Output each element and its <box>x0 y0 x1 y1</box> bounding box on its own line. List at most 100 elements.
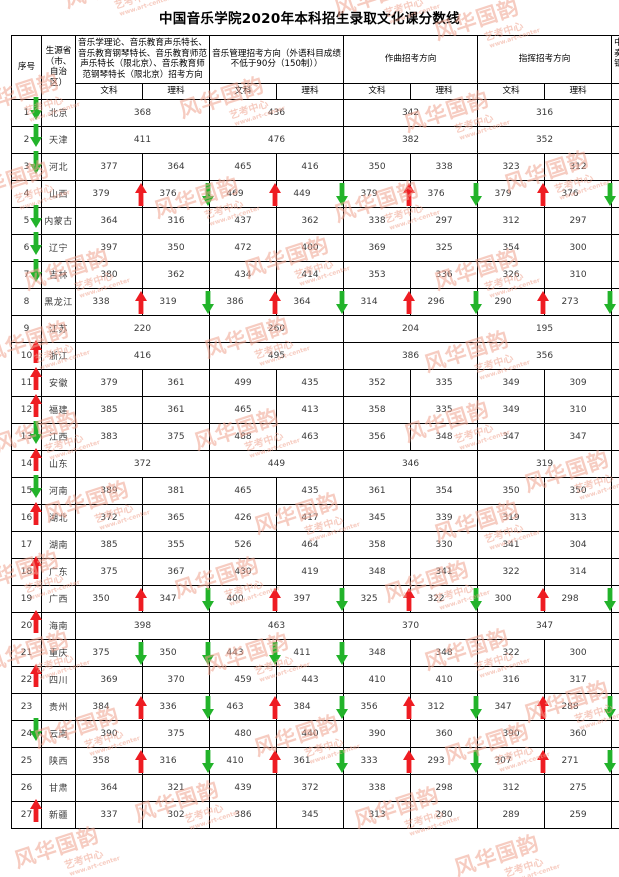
score-value: 370 <box>401 620 420 631</box>
score-cell: 347 <box>544 422 613 451</box>
trend-down-icon <box>29 420 43 454</box>
score-value: 419 <box>301 566 319 577</box>
score-value: 348 <box>368 647 386 658</box>
score-value: 376 <box>561 188 579 199</box>
score-cell: 416 <box>74 341 211 370</box>
row-index: 23 <box>20 701 33 712</box>
table-row: 21重庆375350443411348348322300268268 <box>11 638 619 667</box>
score-value: 350 <box>92 593 110 604</box>
row-index: 12 <box>20 404 33 415</box>
score-value: 337 <box>100 809 118 820</box>
score-cell: 364 <box>75 773 143 802</box>
score-cell: 288 <box>544 692 617 721</box>
table-row: 15河南389381465435361354350350350350 <box>11 474 619 505</box>
score-value: 356 <box>368 431 386 442</box>
score-cell: 297 <box>410 206 479 235</box>
score-value: 316 <box>159 755 177 766</box>
score-value: 362 <box>301 215 319 226</box>
score-cell: 465 <box>209 395 278 424</box>
score-value: 319 <box>535 458 554 469</box>
trend-up-icon <box>29 798 43 832</box>
score-value: 309 <box>569 377 587 388</box>
score-value: 526 <box>234 539 252 550</box>
score-cell: 222 <box>611 800 619 829</box>
table-row: 8黑龙江338319386364314296290273247225 <box>11 287 619 316</box>
score-cell: 361 <box>276 746 349 775</box>
th-sub-4: 文科 <box>343 82 412 100</box>
score-value: 322 <box>502 647 520 658</box>
province-cell: 陕西 <box>41 746 76 775</box>
score-cell: 350 <box>75 584 147 613</box>
row-index: 4 <box>23 188 30 199</box>
score-value: 350 <box>167 242 185 253</box>
score-cell: 319 <box>141 287 215 316</box>
province-cell: 河北 <box>41 152 76 181</box>
score-value: 435 <box>301 377 319 388</box>
score-cell: 463 <box>209 611 345 640</box>
score-cell: 297 <box>611 503 619 532</box>
score-table: 序号 生源省（市、自治区） 音乐学理论、音乐教育声乐特长、音乐教育钢琴特长、音乐… <box>11 35 619 829</box>
score-cell: 275 <box>544 773 613 802</box>
score-cell: 271 <box>544 746 617 775</box>
row-index-cell: 25 <box>11 746 42 775</box>
score-cell: 346 <box>343 449 479 478</box>
trend-down-icon <box>29 96 43 130</box>
score-value: 316 <box>535 107 554 118</box>
score-value: 426 <box>234 512 252 523</box>
score-cell: 358 <box>343 530 412 559</box>
th-group-1: 音乐管理招考方向（外语科目成绩不低于90分（150制）） <box>209 35 345 84</box>
province-cell: 河南 <box>41 476 76 505</box>
score-cell: 204 <box>343 314 479 343</box>
score-cell: 314 <box>343 287 416 316</box>
score-cell: 338 <box>75 287 147 316</box>
score-cell: 362 <box>141 260 211 289</box>
th-sub-1: 理科 <box>141 82 211 100</box>
score-value: 312 <box>502 782 520 793</box>
score-value: 300 <box>569 242 587 253</box>
score-cell: 364 <box>141 152 211 181</box>
score-cell: 325 <box>410 233 479 262</box>
score-cell: 385 <box>75 530 143 559</box>
th-sub-0: 文科 <box>75 82 143 100</box>
score-value: 297 <box>569 215 587 226</box>
score-value: 364 <box>167 161 185 172</box>
score-cell: 397 <box>276 584 349 613</box>
score-value: 259 <box>569 809 587 820</box>
score-cell: 430 <box>209 557 278 586</box>
score-cell: 386 <box>343 341 479 370</box>
score-cell: 350 <box>343 152 412 181</box>
score-value: 220 <box>133 323 152 334</box>
row-index: 25 <box>20 755 33 766</box>
table-row: 18广东375367430419348341322314250250 <box>11 555 619 586</box>
score-value: 325 <box>360 593 378 604</box>
score-cell: 435 <box>276 368 345 397</box>
page-title: 中国音乐学院2020年本科招生录取文化课分数线 <box>159 11 460 27</box>
score-cell: 310 <box>544 260 613 289</box>
score-value: 443 <box>226 647 244 658</box>
score-cell: 323 <box>477 152 546 181</box>
score-value: 437 <box>234 215 252 226</box>
score-cell: 439 <box>209 773 278 802</box>
score-cell: 379 <box>75 179 147 208</box>
score-cell: 440 <box>276 719 345 748</box>
score-value: 379 <box>100 377 118 388</box>
score-cell: 360 <box>410 719 479 748</box>
row-index: 27 <box>20 809 33 820</box>
th-index: 序号 <box>11 35 42 100</box>
score-cell: 341 <box>477 530 546 559</box>
score-value: 290 <box>494 296 512 307</box>
score-cell: 379 <box>343 179 416 208</box>
score-cell: 469 <box>209 179 282 208</box>
score-cell: 526 <box>209 530 278 559</box>
score-cell: 293 <box>410 746 483 775</box>
score-cell: 316 <box>477 98 613 127</box>
score-value: 383 <box>100 431 118 442</box>
score-cell: 375 <box>141 422 211 451</box>
score-value: 350 <box>368 161 386 172</box>
score-cell: 464 <box>276 530 345 559</box>
trend-down-icon <box>29 204 43 238</box>
score-cell: 426 <box>209 503 278 532</box>
score-value: 336 <box>159 701 177 712</box>
table-row: 27新疆337302386345313280289259222222 <box>11 798 619 829</box>
score-cell: 195 <box>477 314 613 343</box>
